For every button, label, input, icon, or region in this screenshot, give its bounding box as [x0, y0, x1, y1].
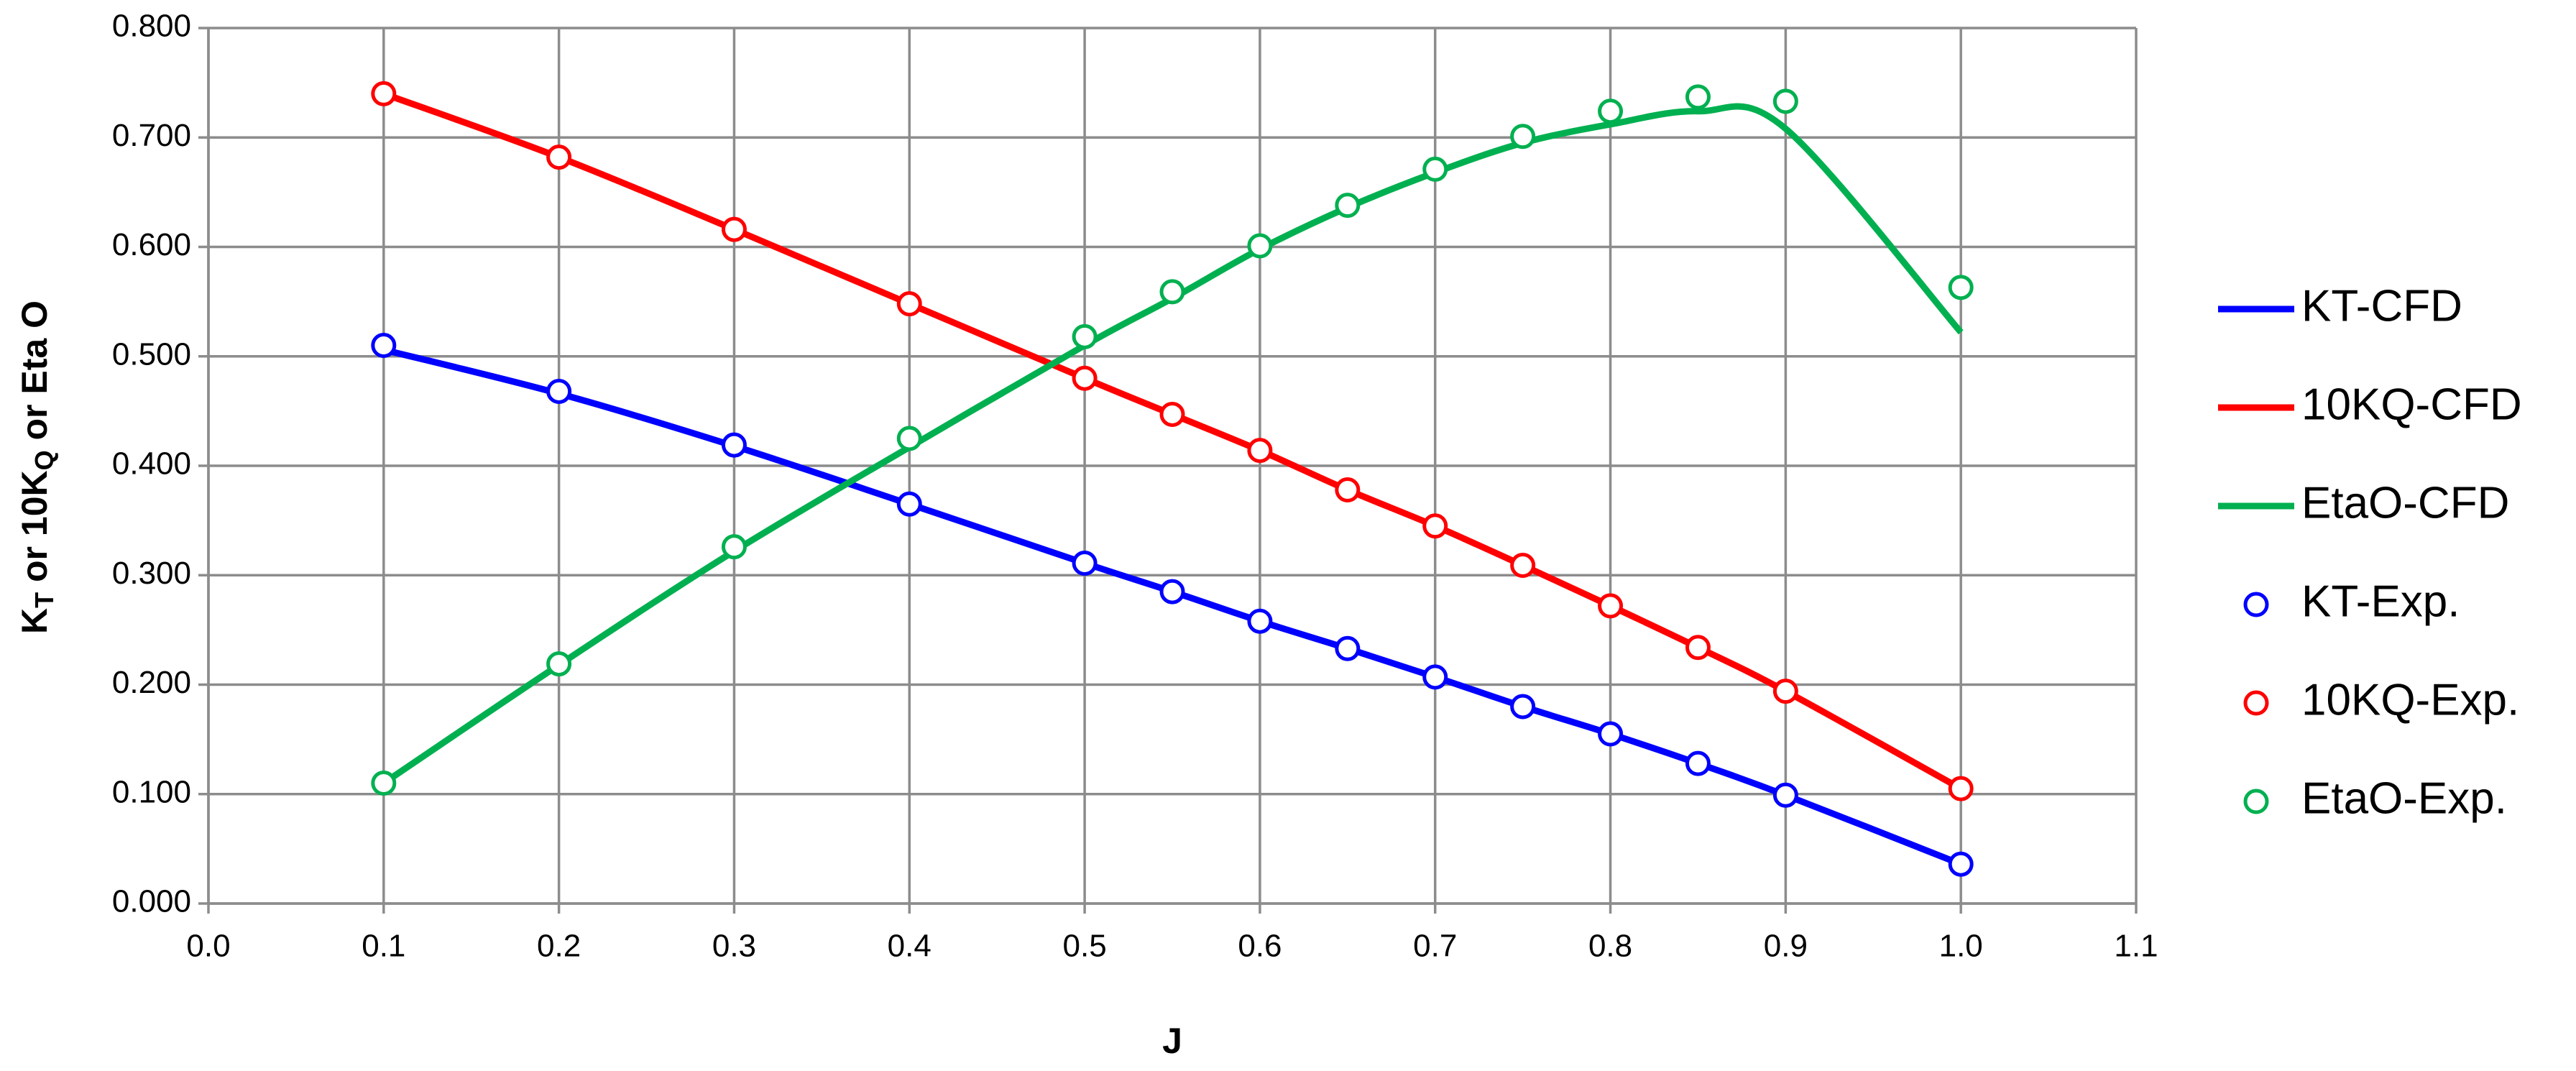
data-point: [1159, 279, 1185, 305]
data-point: [1247, 438, 1273, 464]
y-tick-label: 0.000: [112, 884, 191, 919]
data-point: [721, 534, 747, 560]
data-point: [546, 651, 572, 677]
data-point: [721, 216, 747, 242]
y-tick-label: 0.800: [112, 9, 191, 44]
legend-label: KT-CFD: [2301, 281, 2462, 331]
data-point: [1335, 193, 1361, 219]
y-tick-label: 0.100: [112, 774, 191, 809]
data-point: [1072, 551, 1098, 576]
legend-label: 10KQ-Exp.: [2301, 675, 2519, 725]
data-point: [1685, 635, 1711, 661]
data-point: [896, 491, 922, 517]
data-point: [1159, 401, 1185, 427]
data-point: [1422, 664, 1448, 690]
legend-swatch: [2243, 789, 2269, 814]
data-point: [1510, 694, 1536, 720]
legend-label: EtaO-CFD: [2301, 478, 2509, 528]
data-point: [1685, 750, 1711, 776]
legend-swatch: [2243, 592, 2269, 617]
data-point: [1422, 156, 1448, 182]
data-point: [1685, 84, 1711, 110]
y-tick-label: 0.300: [112, 556, 191, 591]
series-line: [382, 346, 1962, 868]
y-tick-label: 0.200: [112, 665, 191, 700]
data-point: [1072, 365, 1098, 391]
x-tick-label: 0.8: [1588, 929, 1632, 964]
data-point: [1598, 721, 1624, 747]
data-point: [371, 81, 397, 106]
data-point: [1072, 323, 1098, 349]
x-tick-label: 0.0: [186, 929, 230, 964]
x-tick-label: 0.9: [1764, 929, 1808, 964]
data-point: [1335, 477, 1361, 502]
y-tick-label: 0.400: [112, 446, 191, 482]
data-point: [1598, 593, 1624, 619]
data-point: [1772, 88, 1798, 114]
x-tick-label: 0.4: [888, 929, 932, 964]
y-tick-label: 0.500: [112, 336, 191, 372]
data-point: [721, 432, 747, 458]
data-point: [1335, 635, 1361, 661]
data-point: [1510, 553, 1536, 579]
data-point: [1772, 679, 1798, 704]
x-tick-label: 0.5: [1063, 929, 1107, 964]
y-axis-title-part: or 10K: [14, 470, 55, 592]
x-tick-label: 0.6: [1238, 929, 1282, 964]
data-point: [546, 144, 572, 170]
data-point: [546, 378, 572, 404]
y-axis-title-part: T: [29, 592, 59, 608]
data-point: [371, 333, 397, 359]
x-tick-label: 1.0: [1939, 929, 1983, 964]
data-point: [1422, 513, 1448, 539]
data-point: [896, 291, 922, 317]
x-axis-title: J: [1162, 1021, 1182, 1061]
data-point: [371, 771, 397, 796]
y-tick-label: 0.600: [112, 227, 191, 262]
data-point: [1247, 608, 1273, 634]
data-point: [1247, 233, 1273, 259]
legend-label: EtaO-Exp.: [2301, 773, 2507, 823]
legend-swatch: [2243, 690, 2269, 716]
data-point: [1510, 124, 1536, 150]
legend-label: 10KQ-CFD: [2301, 380, 2522, 429]
y-axis-title-part: Q: [29, 450, 59, 470]
data-point: [1948, 776, 1974, 801]
x-tick-label: 0.2: [537, 929, 581, 964]
data-point: [896, 426, 922, 451]
y-axis-title-part: or Eta O: [14, 300, 55, 450]
legend-label: KT-Exp.: [2301, 576, 2460, 626]
x-tick-label: 0.3: [712, 929, 756, 964]
x-tick-label: 1.1: [2114, 929, 2158, 964]
data-point: [1948, 275, 1974, 300]
series-line: [382, 103, 1964, 786]
y-axis-title: KT or 10KQ or Eta O: [14, 300, 58, 634]
x-tick-label: 0.1: [362, 929, 405, 964]
y-axis-title-part: K: [14, 608, 55, 634]
data-point: [1159, 579, 1185, 605]
data-point: [1598, 98, 1624, 124]
x-tick-label: 0.7: [1413, 929, 1457, 964]
data-point: [1948, 851, 1974, 877]
data-point: [1772, 782, 1798, 808]
y-tick-label: 0.700: [112, 118, 191, 153]
